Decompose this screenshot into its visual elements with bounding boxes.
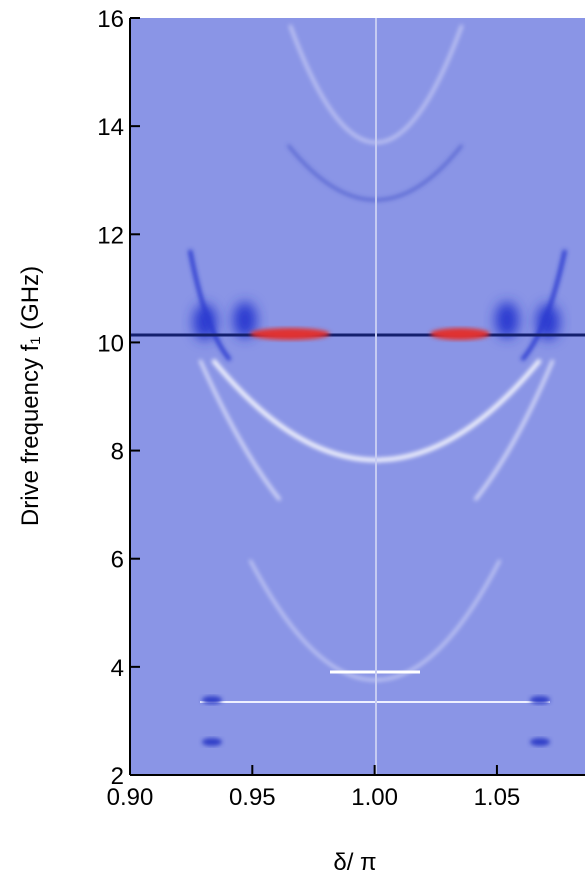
y-tick-label: 2 (111, 763, 124, 790)
blue-branch (188, 249, 232, 362)
y-tick-label: 4 (111, 655, 124, 682)
blue-spot (202, 696, 222, 704)
blue-spot (495, 302, 519, 338)
y-tick-label: 6 (111, 547, 124, 574)
blue-spot (202, 738, 222, 746)
red-band (430, 328, 490, 340)
red-band (250, 328, 330, 340)
blue-spot (530, 738, 550, 746)
x-tick-label: 0.90 (107, 784, 154, 811)
heatmap-features (130, 18, 585, 775)
y-tick-label: 12 (97, 222, 124, 249)
x-tick-label: 1.00 (351, 784, 398, 811)
y-tick-label: 16 (97, 6, 124, 33)
y-tick-label: 14 (97, 114, 124, 141)
x-axis-label: δ/ π (333, 849, 376, 876)
y-tick-label: 8 (111, 439, 124, 466)
x-tick-label: 0.95 (229, 784, 276, 811)
y-axis-label: Drive frequency f₁ (GHz) (17, 266, 44, 526)
white-branch (198, 359, 282, 501)
blue-spot (233, 302, 257, 338)
blue-spot (530, 696, 550, 704)
y-tick-label: 10 (97, 330, 124, 357)
blue-branch (520, 249, 567, 362)
plot-area (130, 18, 585, 775)
heatmap-background (130, 18, 585, 775)
x-tick-label: 1.05 (474, 784, 521, 811)
white-branch (473, 359, 555, 501)
